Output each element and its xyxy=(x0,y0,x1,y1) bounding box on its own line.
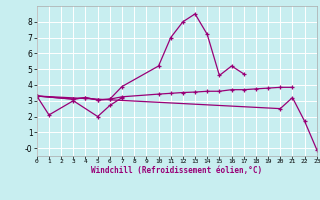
X-axis label: Windchill (Refroidissement éolien,°C): Windchill (Refroidissement éolien,°C) xyxy=(91,166,262,175)
